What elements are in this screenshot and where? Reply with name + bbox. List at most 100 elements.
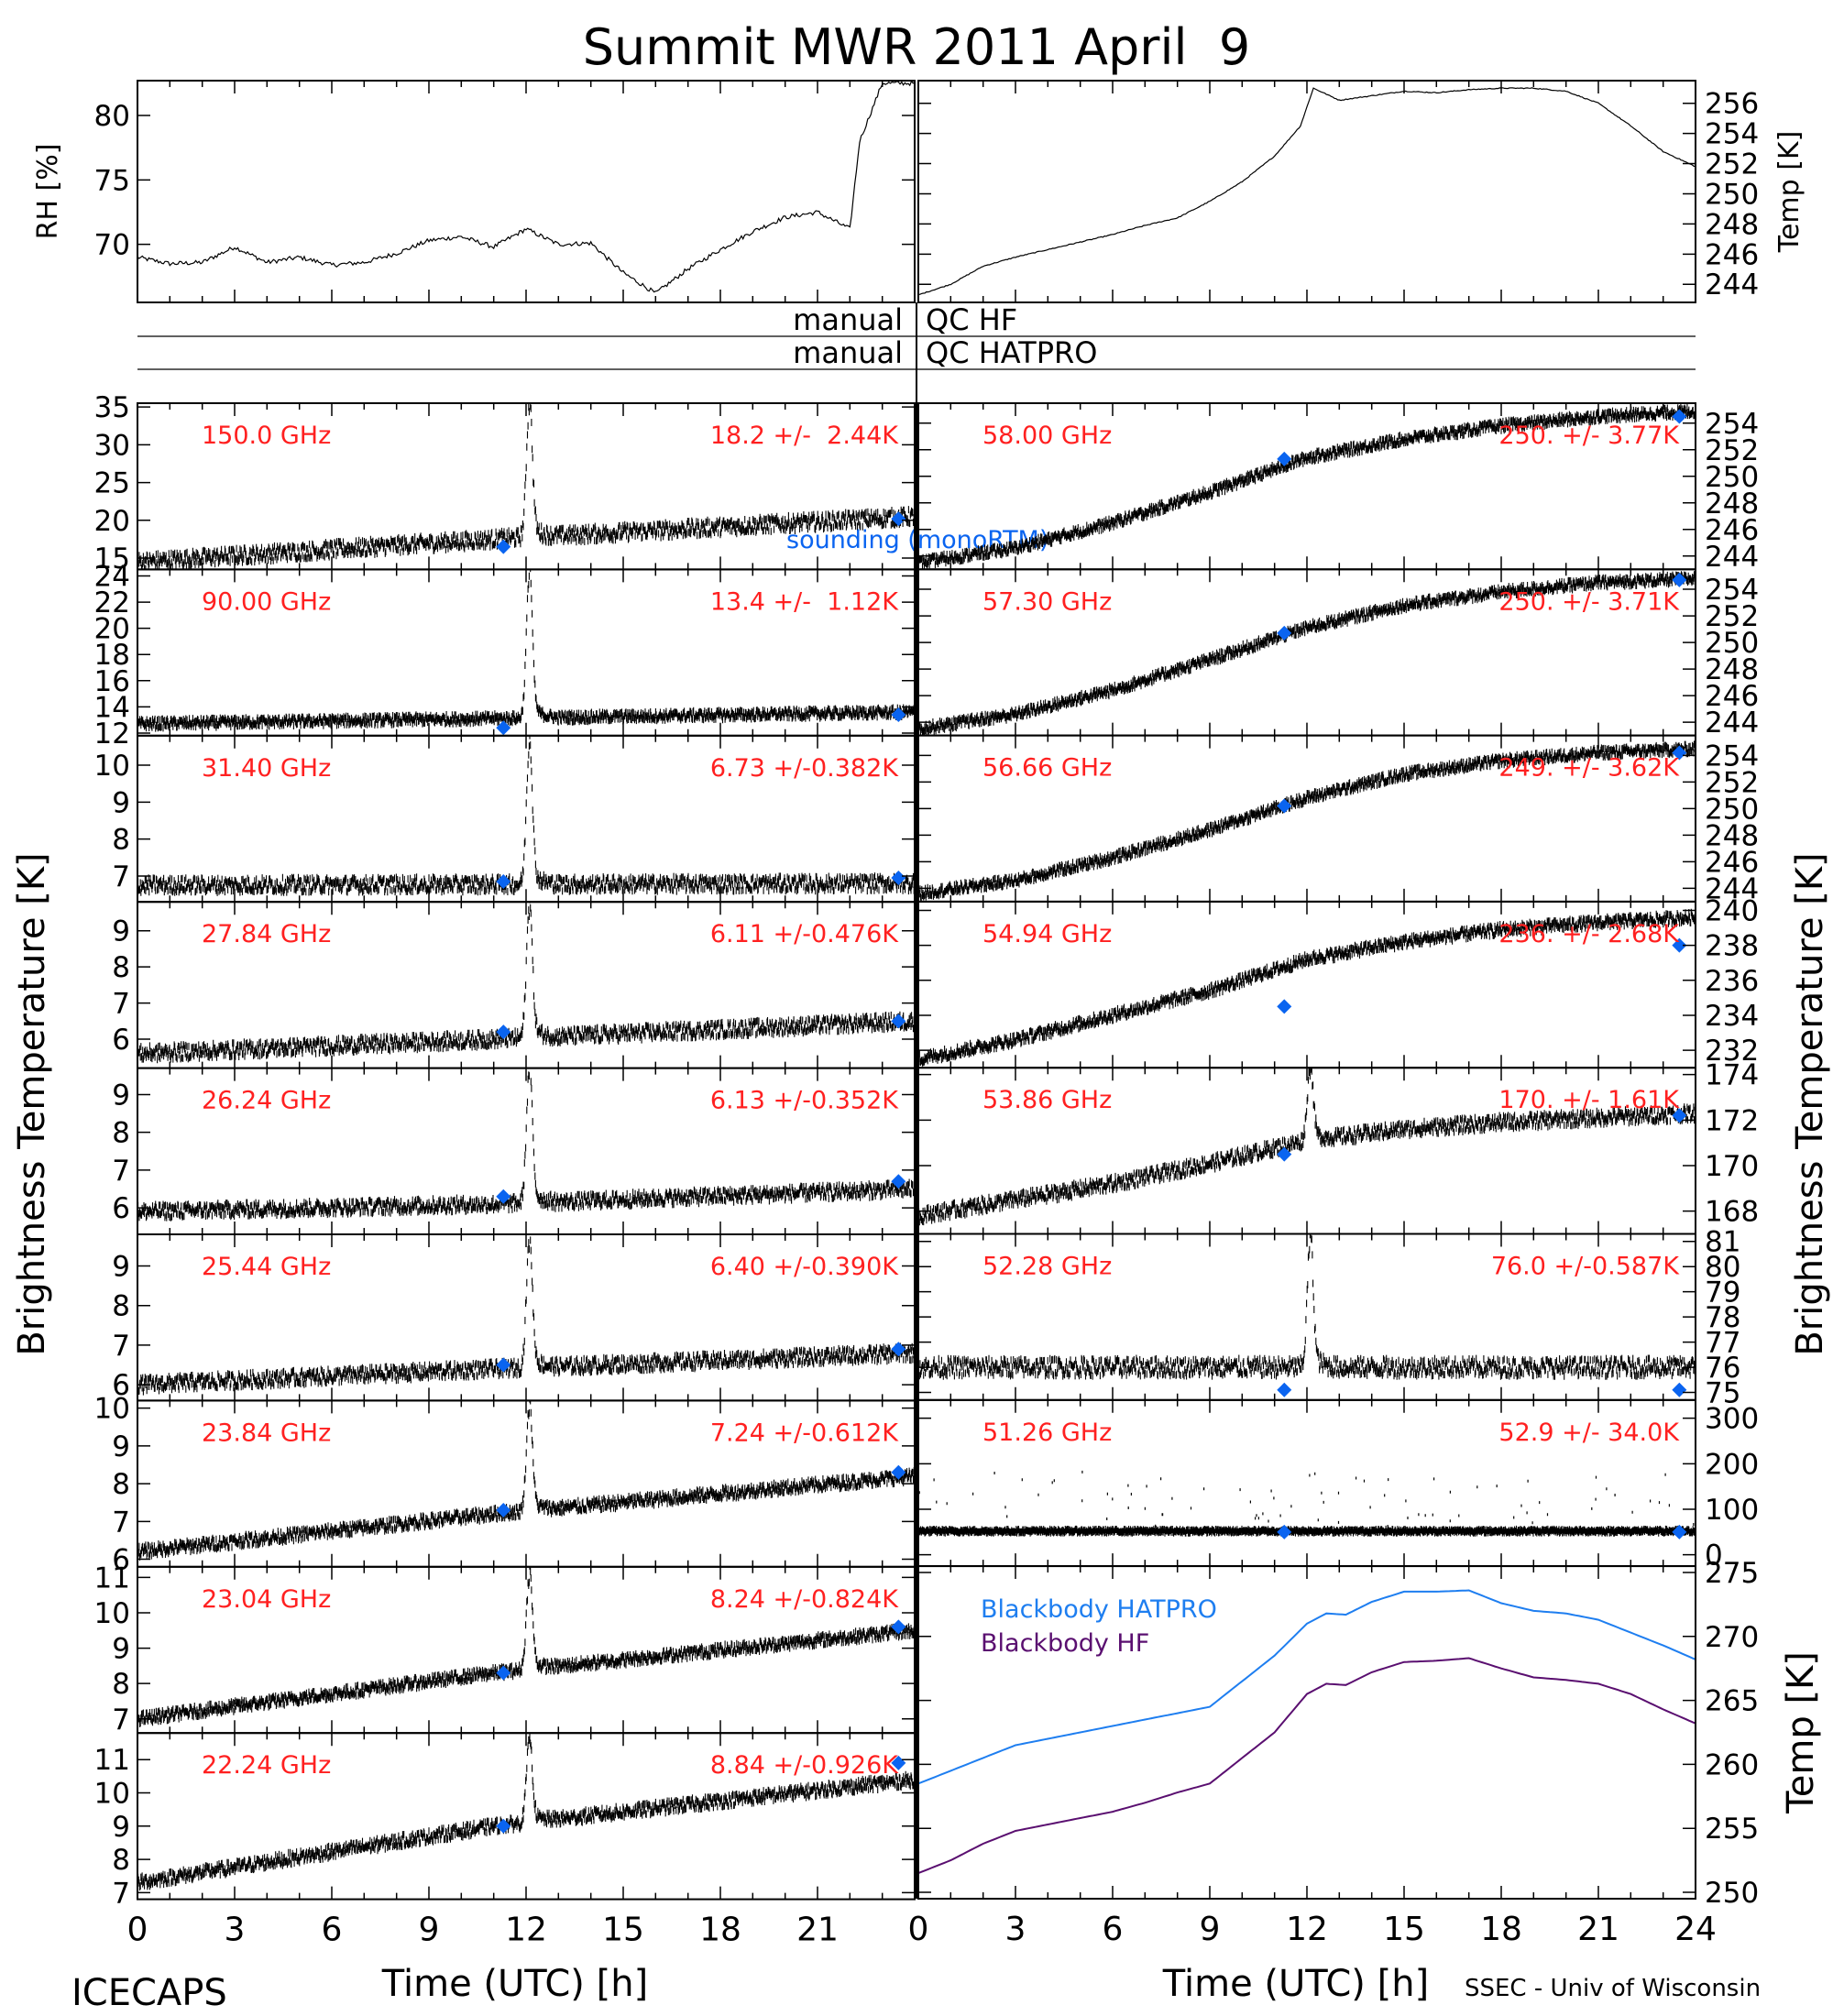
x-ticks [137,902,916,1068]
footer-left: ICECAPS [71,1972,227,2014]
plot-ch573 [918,571,1696,736]
plot-rh [137,81,915,293]
y-tick-label: 246 [1705,680,1759,713]
channel-stats: 8.84 +/-0.926K [710,1751,899,1780]
channel-label: 56.66 GHz [982,754,1112,783]
plot-ch2224 [137,1733,915,1891]
x-tick-label: 12 [1286,1911,1328,1948]
panel-ch5386: 53.86 GHz 170. +/- 1.61K 168 170 172 174 [917,1059,1759,1235]
x-ticks [917,81,1696,302]
panel-ch5666: 56.66 GHz 249. +/- 3.62K 24424624825025225… [917,734,1759,905]
x-tick-label: 15 [602,1912,644,1949]
y-tick-label: 8 [112,1468,130,1501]
x-axis-label-left: Time (UTC) [h] [381,1963,648,2005]
y-tick-label: 81 [1705,1226,1740,1259]
qc-strip: manual QC HF manual QC HATPRO [137,302,1696,370]
sounding-point-1 [1672,937,1687,953]
qc-manual-hf-label: manual [793,302,903,337]
sounding-point-0 [1277,1524,1292,1539]
ch5126-trace [918,1525,1696,1537]
y-tick-label: 174 [1705,1059,1759,1092]
x-tick-label: 21 [796,1912,839,1949]
y-tick-label: 248 [1705,208,1759,241]
sounding-point-1 [891,1619,906,1635]
channel-stats: 250. +/- 3.71K [1498,587,1680,616]
y-tick-label: 234 [1705,1000,1759,1033]
sounding-point-0 [1277,1382,1292,1397]
series-line-1 [918,1657,1696,1875]
sounding-point-0 [496,874,511,890]
sounding-point-1 [891,707,906,722]
y-tick-label: 250 [1705,627,1759,660]
panel-ch2544: 25.44 GHz 6.40 +/-0.390K 6 7 8 9 [112,1233,916,1402]
y-tick-label: 254 [1705,408,1759,441]
x-tick-label: 3 [1005,1911,1026,1948]
y-tick-label: 8 [112,1290,130,1323]
sounding-point-1 [891,1013,906,1029]
y-tick-label: 9 [112,1430,130,1463]
y-tick-label: 12 [94,718,130,751]
plot-ch2544 [137,1236,915,1396]
y-tick-label: 8 [112,1668,130,1701]
ch2544-trace [137,1236,915,1396]
y-tick-label: 6 [112,1369,130,1402]
channel-stats: 6.11 +/-0.476K [710,920,899,948]
channel-label: 53.86 GHz [982,1086,1112,1114]
panel-ch2784: 27.84 GHz 6.11 +/-0.476K 67 89 [112,901,916,1069]
sounding-point-0 [1277,451,1292,466]
y-tick-label: 8 [112,1844,130,1877]
panel-ch2384: 23.84 GHz 7.24 +/-0.612K 6 7 8 9 10 [94,1393,916,1577]
ch58-trace [918,403,1696,570]
plot-ch31 [137,735,915,896]
channel-stats: 6.73 +/-0.382K [710,754,899,783]
plot-ch2784 [137,902,915,1064]
y-tick-label: 250 [1705,178,1759,211]
ch5666-trace [918,740,1696,902]
y-tick-label: 9 [112,1811,130,1844]
y-tick-label: 254 [1705,740,1759,772]
ch573-trace [918,571,1696,736]
x-axis-label-right: Time (UTC) [h] [1162,1963,1429,2005]
y-tick-label: 255 [1705,1813,1759,1846]
y-tick-label: 7 [112,1704,130,1737]
panel-ch573: 57.30 GHz 250. +/- 3.71K 24424624825025225… [917,568,1759,740]
sounding-point-1 [1672,1524,1687,1539]
x-tick-label: 6 [322,1912,343,1949]
sounding-point-0 [1277,798,1292,814]
y-tick-label: 6 [112,1192,130,1225]
y-tick-label: 6 [112,1024,130,1057]
y-tick-label: 244 [1705,872,1759,905]
y-tick-label: 76 [1705,1352,1740,1385]
x-ticks [917,1068,1696,1234]
x-ticks [917,735,1696,902]
sounding-point-1 [891,511,906,527]
channel-label: 57.30 GHz [982,587,1112,616]
channel-label: 90.00 GHz [202,587,331,616]
channel-label: 23.84 GHz [202,1419,331,1447]
y-tick-label: 232 [1705,1035,1759,1068]
ch31-trace [137,735,915,896]
sounding-point-1 [1672,572,1687,587]
panel-y-label: RH [%] [32,144,64,240]
panel-rh: 70 75 80 RH [%] [32,80,916,303]
x-ticks [137,735,916,903]
plot-ch2624 [137,1071,915,1222]
y-tick-label: 20 [94,613,130,646]
y-tick-label: 35 [94,391,130,424]
y-tick-label: 240 [1705,894,1759,927]
legend-hatpro: Blackbody HATPRO [981,1595,1217,1624]
y-tick-label: 15 [94,542,130,575]
sounding-point-0 [496,1818,511,1834]
channel-label: 54.94 GHz [982,920,1112,948]
sounding-point-0 [496,1665,511,1681]
sounding-point-0 [1277,625,1292,641]
panel-ch150: 150.0 GHz 18.2 +/- 2.44K 15 20 25 30 35 [94,391,916,575]
y-tick-label: 14 [94,691,130,724]
panel-ch5126: 51.26 GHz 52.9 +/- 34.0K 0 100 200 300 [917,1398,1759,1572]
y-tick-label: 75 [1705,1377,1740,1410]
plot-ch5126 [918,1470,1696,1537]
y-tick-label: 22 [94,586,130,619]
